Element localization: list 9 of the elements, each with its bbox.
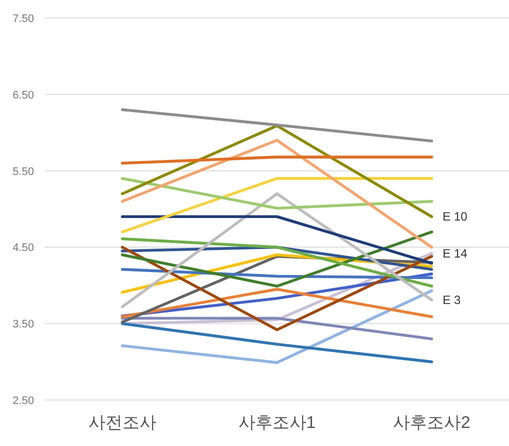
y-tick-label: 4.50 bbox=[12, 242, 34, 254]
y-tick-label: 7.50 bbox=[12, 13, 34, 25]
y-tick-label: 5.50 bbox=[12, 166, 34, 178]
x-tick-label: 사후조사1 bbox=[238, 413, 316, 432]
y-tick-label: 6.50 bbox=[12, 89, 34, 102]
x-tick-label: 사후조사2 bbox=[392, 413, 470, 432]
y-tick-label: 2.50 bbox=[12, 395, 34, 407]
x-tick-label: 사전조사 bbox=[88, 413, 156, 432]
y-tick-label: 3.50 bbox=[12, 318, 34, 331]
